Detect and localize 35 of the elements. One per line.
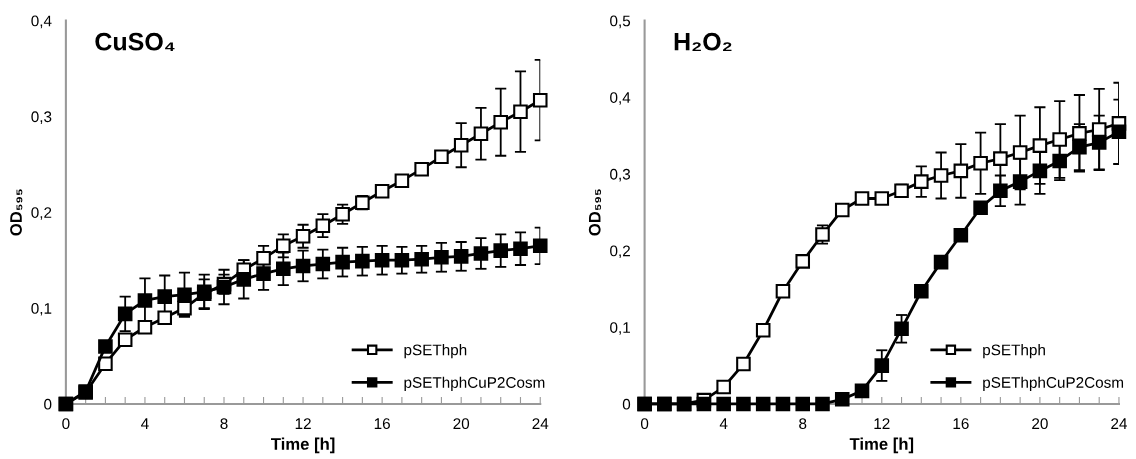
legend-label: pSEThph bbox=[983, 344, 1045, 359]
y-tick-label: 0 bbox=[622, 398, 631, 410]
x-axis-title: Time [h] bbox=[849, 437, 914, 454]
y-tick-label: 0,4 bbox=[31, 15, 52, 29]
x-tick-label: 20 bbox=[453, 418, 470, 430]
y-axis-title: OD₅₉₅ bbox=[588, 189, 602, 236]
y-tick-label: 0,5 bbox=[610, 15, 631, 29]
y-tick-label: 0,3 bbox=[31, 111, 52, 124]
y-tick-label: 0,2 bbox=[610, 245, 630, 259]
x-tick-label: 24 bbox=[532, 418, 549, 429]
chart-title: H₂O₂ bbox=[674, 32, 732, 52]
legend-label: pSEThphCuP2Cosm bbox=[404, 376, 545, 391]
y-tick-label: 0 bbox=[44, 398, 52, 410]
y-axis-title: OD₅₉₅ bbox=[10, 189, 23, 236]
x-tick-label: 8 bbox=[220, 418, 228, 430]
x-tick-label: 16 bbox=[374, 418, 390, 430]
x-tick-label: 0 bbox=[62, 418, 70, 430]
x-tick-label: 16 bbox=[953, 418, 969, 430]
y-tick-label: 0,1 bbox=[610, 322, 630, 335]
x-tick-label: 24 bbox=[1111, 418, 1128, 429]
legend-label: pSEThph bbox=[404, 344, 467, 359]
x-tick-label: 0 bbox=[640, 418, 649, 430]
x-tick-label: 20 bbox=[1032, 418, 1048, 430]
x-tick-label: 12 bbox=[874, 418, 890, 429]
x-tick-label: 8 bbox=[799, 418, 807, 430]
x-tick-label: 12 bbox=[295, 418, 311, 429]
x-tick-label: 4 bbox=[719, 418, 728, 429]
y-tick-label: 0,1 bbox=[31, 302, 52, 316]
y-tick-label: 0,3 bbox=[610, 168, 631, 182]
chart-title: CuSO₄ bbox=[95, 32, 175, 52]
legend-label: pSEThphCuP2Cosm bbox=[983, 376, 1124, 391]
y-tick-label: 0,2 bbox=[31, 207, 52, 220]
x-axis-title: Time [h] bbox=[271, 437, 335, 454]
y-tick-label: 0,4 bbox=[610, 92, 631, 105]
x-tick-label: 4 bbox=[141, 418, 149, 429]
